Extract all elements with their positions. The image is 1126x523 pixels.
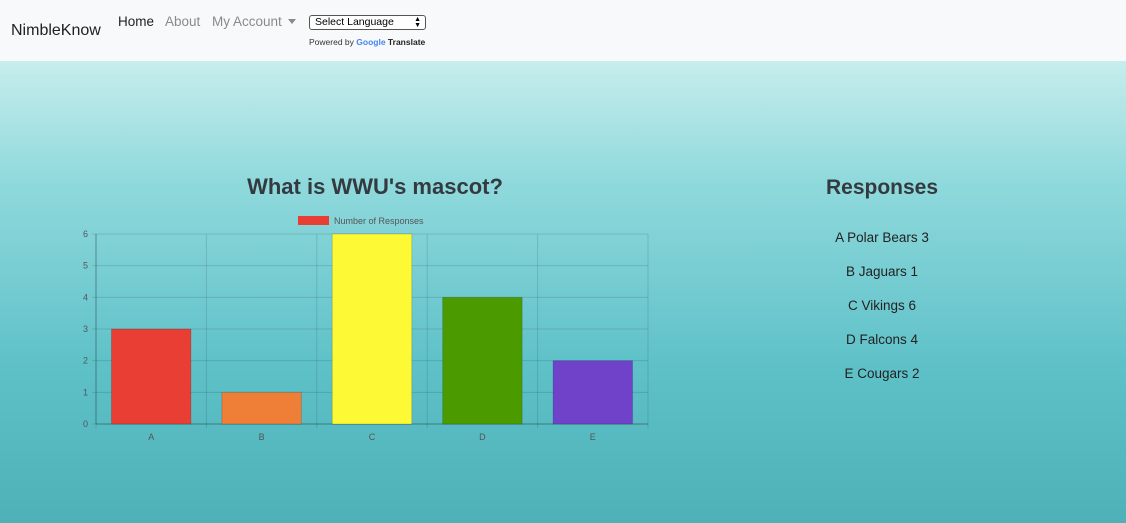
response-item-e: E Cougars 2 [844,366,920,381]
bar-c [331,233,413,425]
y-tick-label-4: 4 [83,292,88,302]
legend-label: Number of Responses [334,216,424,226]
x-tick-label-c: C [369,432,376,442]
bar-e [552,360,634,425]
nav-my-account-label: My Account [212,14,282,29]
x-tick-label-b: B [259,432,265,442]
translate-text: Translate [387,37,426,47]
question-title: What is WWU's mascot? [247,174,503,199]
bar-b [221,391,302,425]
responses-title: Responses [825,176,939,199]
responses-bar-chart: 0 1 2 3 4 5 6 A B C D E Number of Responses [83,216,649,442]
response-item-b: B Jaguars 1 [845,264,919,279]
x-tick-label-a: A [148,432,154,442]
select-arrows-icon: ▲ ▼ [414,16,421,29]
powered-by-text: Powered by [309,37,354,47]
y-tick-label-6: 6 [83,229,88,239]
caret-down-icon [287,19,296,24]
legend-swatch [298,216,329,225]
google-logo-text: Google [356,37,386,47]
bar-d [442,296,523,425]
brand-logo[interactable]: NimbleKnow [11,22,101,39]
nav-about[interactable]: About [165,14,201,29]
powered-by-google-translate[interactable]: Powered by Google Translate [309,37,425,47]
response-item-d: D Falcons 4 [845,332,919,347]
y-tick-label-5: 5 [83,261,88,271]
language-select[interactable]: Select Language ▲ ▼ [309,15,426,30]
response-item-c: C Vikings 6 [847,298,917,313]
response-item-a: A Polar Bears 3 [835,230,929,245]
navbar: NimbleKnow Home About My Account Select … [0,0,1126,61]
y-tick-label-2: 2 [83,356,88,366]
bar-a [110,328,192,425]
nav-home[interactable]: Home [118,14,155,29]
y-tick-label-0: 0 [83,419,88,429]
x-tick-label-d: D [479,432,486,442]
y-tick-label-1: 1 [83,387,88,397]
y-tick-label-3: 3 [83,324,88,334]
nav-my-account-dropdown[interactable]: My Account [212,14,296,29]
language-select-value: Select Language [315,16,394,28]
x-tick-label-e: E [590,432,596,442]
